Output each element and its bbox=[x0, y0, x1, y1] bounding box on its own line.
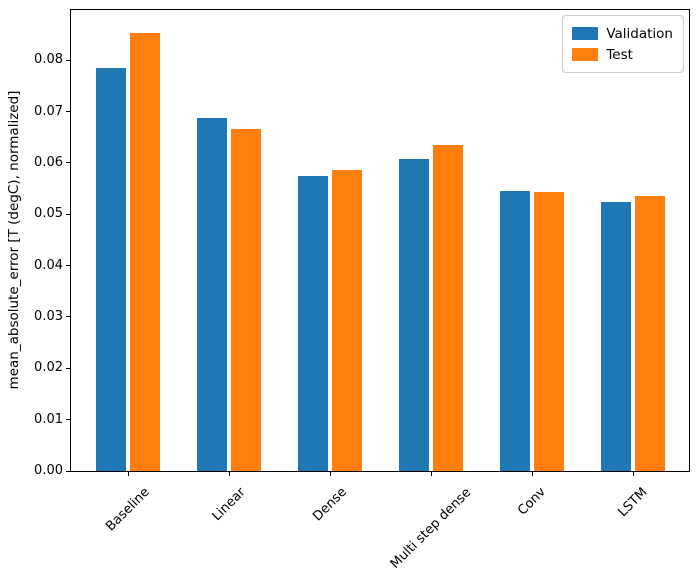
bar-validation-lstm bbox=[601, 201, 631, 471]
y-tick-label-0.04: 0.04 bbox=[34, 257, 63, 273]
x-tick-label-lstm: LSTM bbox=[615, 485, 651, 521]
legend-label-test: Test bbox=[606, 46, 633, 63]
y-tick-mark-0.07 bbox=[66, 111, 70, 113]
y-tick-mark-0.03 bbox=[66, 316, 70, 318]
y-tick-label-0.07: 0.07 bbox=[34, 103, 63, 119]
x-tick-mark-baseline bbox=[127, 472, 129, 476]
y-tick-mark-0.05 bbox=[66, 213, 70, 215]
bar-test-multi-step-dense bbox=[433, 145, 463, 471]
plot-area bbox=[70, 9, 690, 472]
x-tick-label-linear: Linear bbox=[209, 484, 249, 525]
y-tick-mark-0.00 bbox=[66, 470, 70, 472]
y-tick-label-0.08: 0.08 bbox=[34, 52, 63, 68]
x-tick-mark-dense bbox=[329, 472, 331, 476]
y-tick-label-0.02: 0.02 bbox=[34, 360, 63, 376]
y-tick-label-0.01: 0.01 bbox=[34, 411, 63, 427]
legend: Validation Test bbox=[562, 15, 684, 73]
y-axis-label: mean_absolute_error [T (degC), normalize… bbox=[6, 90, 22, 390]
x-tick-label-dense: Dense bbox=[310, 484, 350, 525]
y-tick-mark-0.08 bbox=[66, 59, 70, 61]
bar-test-lstm bbox=[635, 196, 665, 471]
legend-label-validation: Validation bbox=[606, 25, 673, 42]
y-tick-label-0.06: 0.06 bbox=[34, 154, 63, 170]
x-tick-mark-conv bbox=[531, 472, 533, 476]
bar-validation-baseline bbox=[96, 68, 126, 471]
bar-validation-conv bbox=[500, 191, 530, 471]
bar-validation-multi-step-dense bbox=[399, 158, 429, 471]
x-tick-mark-lstm bbox=[632, 472, 634, 476]
x-tick-mark-multi-step-dense bbox=[430, 472, 432, 476]
legend-swatch-test bbox=[572, 48, 599, 61]
y-tick-mark-0.06 bbox=[66, 162, 70, 164]
bar-validation-dense bbox=[298, 175, 328, 471]
legend-item-test: Test bbox=[572, 44, 673, 65]
bar-test-dense bbox=[332, 170, 362, 471]
bar-test-linear bbox=[231, 129, 261, 471]
bar-test-conv bbox=[534, 192, 564, 471]
x-tick-label-conv: Conv bbox=[515, 485, 549, 519]
x-tick-mark-linear bbox=[228, 472, 230, 476]
x-tick-label-multi-step-dense: Multi step dense bbox=[387, 484, 475, 572]
y-tick-label-0.05: 0.05 bbox=[34, 206, 63, 222]
y-tick-label-0.00: 0.00 bbox=[34, 463, 63, 478]
y-tick-mark-0.04 bbox=[66, 265, 70, 267]
y-tick-mark-0.02 bbox=[66, 367, 70, 369]
bar-test-baseline bbox=[130, 32, 160, 471]
x-tick-label-baseline: Baseline bbox=[103, 484, 153, 535]
y-tick-label-0.03: 0.03 bbox=[34, 308, 63, 324]
legend-swatch-validation bbox=[572, 27, 599, 40]
bar-validation-linear bbox=[197, 117, 227, 471]
y-tick-mark-0.01 bbox=[66, 419, 70, 421]
legend-item-validation: Validation bbox=[572, 23, 673, 44]
